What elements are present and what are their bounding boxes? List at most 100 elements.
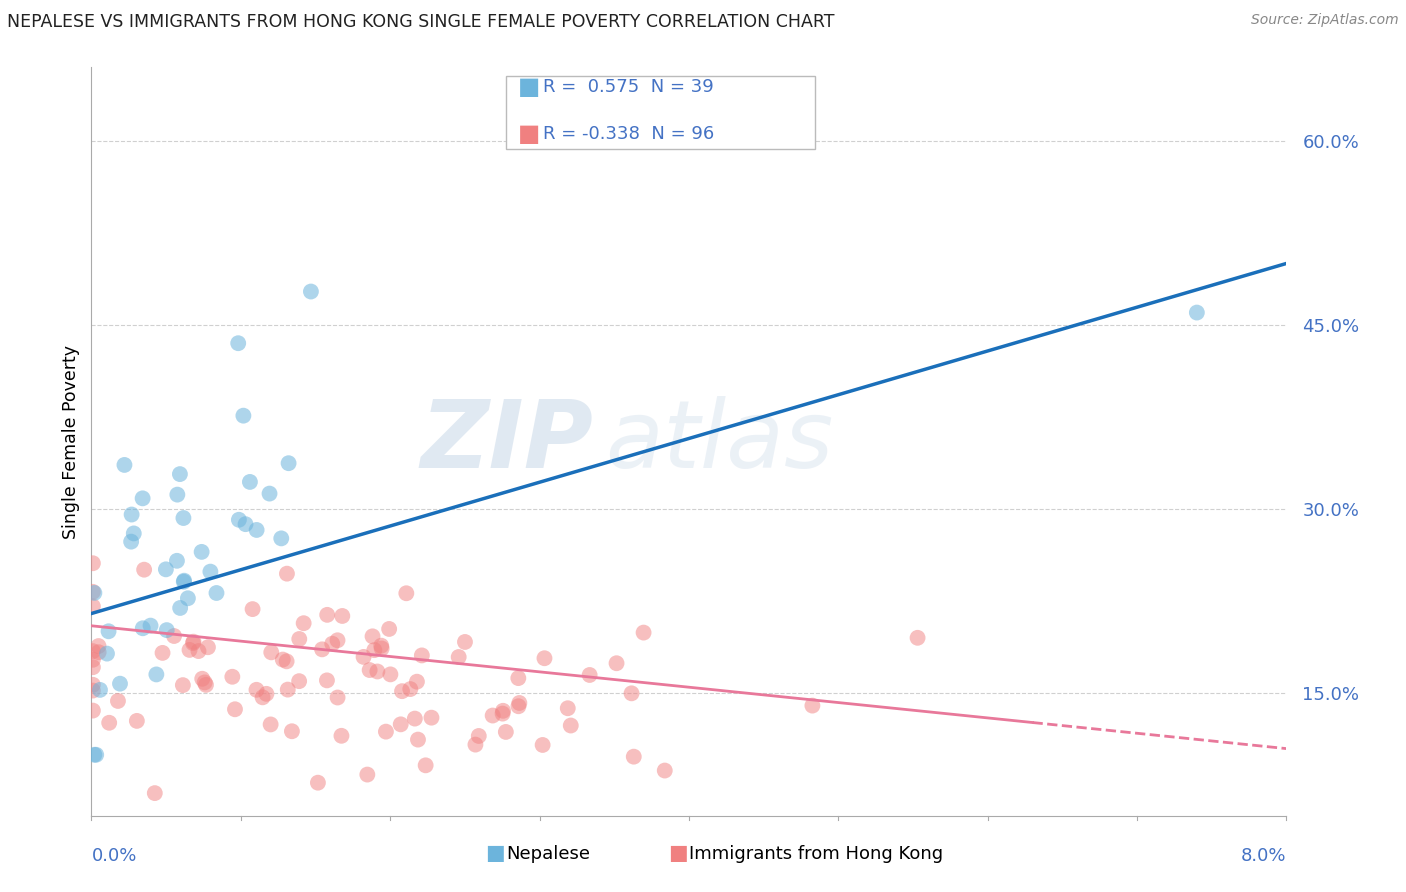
Point: [200, 565, 222, 579]
Point: [578, 668, 600, 682]
Point: [173, 574, 195, 588]
Point: [374, 724, 396, 739]
Point: [276, 566, 298, 581]
Point: [270, 532, 292, 546]
Point: [330, 609, 353, 624]
Y-axis label: Single Female Poverty: Single Female Poverty: [62, 344, 80, 539]
Point: [239, 475, 262, 489]
Text: ■: ■: [517, 122, 540, 146]
Point: [321, 637, 343, 651]
Point: [370, 641, 392, 656]
Point: [197, 640, 219, 655]
Point: [447, 650, 470, 665]
Text: ■: ■: [517, 75, 540, 99]
Point: [361, 629, 384, 643]
Point: [260, 645, 283, 659]
Point: [96, 647, 118, 661]
Point: [254, 687, 277, 701]
Point: [359, 663, 381, 677]
Point: [84, 747, 107, 762]
Point: [492, 704, 515, 718]
Point: [87, 645, 110, 659]
Text: NEPALESE VS IMMIGRANTS FROM HONG KONG SINGLE FEMALE POVERTY CORRELATION CHART: NEPALESE VS IMMIGRANTS FROM HONG KONG SI…: [7, 13, 835, 31]
Point: [1185, 305, 1208, 319]
Point: [228, 513, 250, 527]
Text: R = -0.338  N = 96: R = -0.338 N = 96: [543, 126, 714, 144]
Point: [179, 643, 201, 657]
Point: [224, 702, 246, 716]
Point: [169, 601, 191, 615]
Point: [172, 511, 194, 525]
Point: [145, 667, 167, 681]
Point: [125, 714, 148, 728]
Point: [226, 336, 249, 351]
Point: [82, 683, 104, 698]
Point: [277, 682, 299, 697]
Point: [316, 673, 339, 688]
Point: [356, 767, 378, 781]
Point: [508, 699, 530, 714]
Text: Immigrants from Hong Kong: Immigrants from Hong Kong: [689, 846, 943, 863]
Point: [531, 738, 554, 752]
Point: [108, 676, 131, 690]
Point: [380, 667, 402, 681]
Point: [173, 574, 195, 589]
Point: [143, 786, 166, 800]
Point: [404, 712, 426, 726]
Point: [415, 758, 437, 772]
Point: [166, 554, 188, 568]
Point: [307, 775, 329, 789]
Text: Nepalese: Nepalese: [506, 846, 591, 863]
Point: [907, 631, 929, 645]
Point: [508, 696, 530, 710]
Point: [134, 563, 156, 577]
Text: R =  0.575  N = 39: R = 0.575 N = 39: [543, 78, 713, 95]
Point: [156, 623, 179, 637]
Point: [87, 639, 110, 653]
Point: [97, 624, 120, 639]
Text: 8.0%: 8.0%: [1241, 847, 1286, 864]
Point: [205, 586, 228, 600]
Point: [194, 675, 217, 690]
Point: [183, 634, 205, 648]
Point: [606, 657, 628, 671]
Point: [316, 607, 339, 622]
Point: [533, 651, 555, 665]
Point: [242, 602, 264, 616]
Point: [399, 682, 422, 697]
Point: [131, 491, 153, 506]
Point: [221, 670, 243, 684]
Point: [172, 678, 194, 692]
Point: [391, 684, 413, 698]
Point: [252, 690, 274, 705]
Point: [166, 488, 188, 502]
Point: [623, 749, 645, 764]
Point: [83, 747, 105, 762]
Point: [114, 458, 136, 472]
Point: [232, 409, 254, 423]
Point: [120, 534, 142, 549]
Text: ■: ■: [485, 844, 505, 863]
Point: [82, 556, 104, 570]
Point: [366, 665, 388, 679]
Point: [190, 545, 212, 559]
Text: Source: ZipAtlas.com: Source: ZipAtlas.com: [1251, 13, 1399, 28]
Point: [411, 648, 433, 663]
Text: atlas: atlas: [605, 396, 834, 487]
Point: [83, 586, 105, 600]
Point: [454, 635, 477, 649]
Point: [107, 694, 129, 708]
Point: [276, 654, 298, 668]
Point: [191, 672, 214, 686]
Point: [353, 649, 375, 664]
Point: [389, 717, 412, 731]
Point: [299, 285, 322, 299]
Point: [132, 621, 155, 635]
Point: [420, 711, 443, 725]
Point: [82, 599, 104, 614]
Point: [194, 678, 217, 692]
Point: [82, 584, 104, 599]
Point: [98, 715, 121, 730]
Point: [246, 523, 269, 537]
Point: [311, 642, 333, 657]
